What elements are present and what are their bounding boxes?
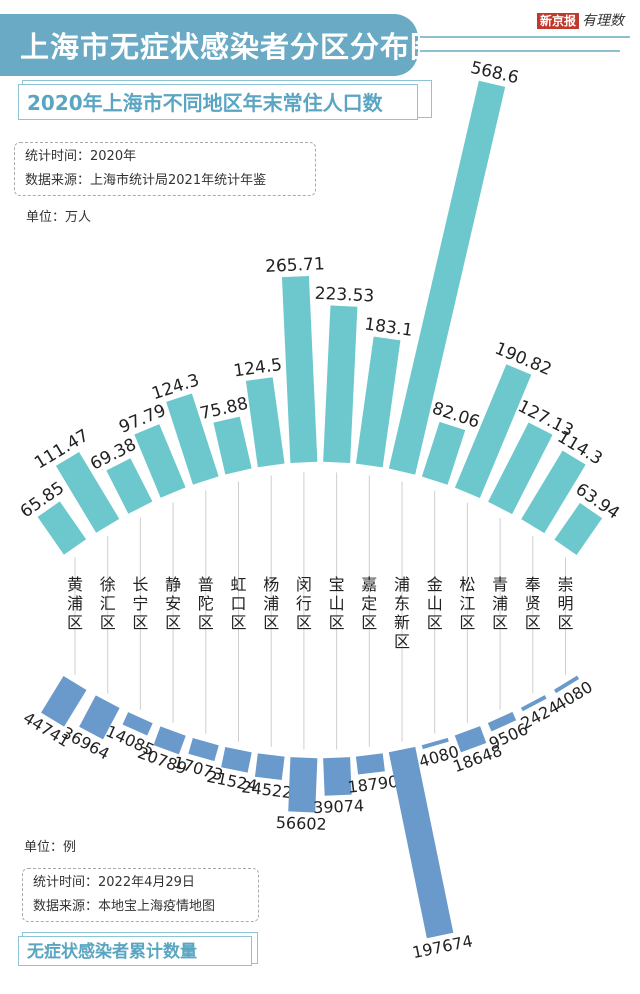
region-label: 嘉定区 — [361, 575, 377, 632]
region-label: 奉贤区 — [525, 575, 541, 632]
brand-name: 新京报 — [537, 13, 580, 29]
cases-bar — [454, 726, 487, 753]
region-label: 金山区 — [427, 575, 443, 632]
population-bar — [454, 364, 532, 498]
population-bar — [37, 501, 87, 555]
population-subtitle: 2020年上海市不同地区年末常住人口数 — [18, 84, 418, 120]
cases-bar — [520, 695, 547, 712]
population-bar — [166, 393, 219, 485]
population-bar — [388, 80, 506, 475]
population-value-label: 124.5 — [232, 355, 283, 381]
population-unit: 单位：万人 — [26, 210, 92, 225]
page-title: 上海市无症状感染者分区分布图 — [20, 30, 441, 64]
cases-value-label: 18790 — [346, 772, 399, 797]
cases-bar — [388, 746, 454, 939]
cases-note: 统计时间：2022年4月29日 数据来源：本地宝上海疫情地图 — [22, 868, 259, 922]
population-bar — [488, 422, 553, 515]
title-banner — [0, 14, 418, 76]
population-bar — [281, 275, 318, 463]
region-label: 杨浦区 — [263, 575, 279, 632]
population-value-label: 265.71 — [265, 254, 325, 277]
cases-bar — [355, 753, 385, 775]
cases-bar — [421, 737, 449, 750]
cases-value-label: 24522 — [241, 777, 294, 802]
cases-stat-time: 统计时间：2022年4月29日 — [33, 875, 195, 890]
brand-logo: 新京报 有理数 — [537, 10, 624, 30]
cases-bar — [41, 675, 87, 727]
population-bar — [55, 451, 120, 533]
cases-value-label: 197674 — [411, 931, 475, 962]
population-value-label: 223.53 — [314, 284, 374, 307]
population-bar — [213, 416, 252, 475]
region-label: 普陀区 — [198, 575, 214, 632]
population-note: 统计时间：2020年 数据来源：上海市统计局2021年统计年鉴 — [14, 142, 316, 196]
population-bar — [355, 336, 401, 468]
region-label: 青浦区 — [492, 575, 508, 632]
cases-bar — [221, 747, 252, 773]
region-label: 徐汇区 — [100, 575, 116, 632]
region-label: 崇明区 — [557, 575, 573, 632]
cases-bar — [323, 757, 352, 796]
cases-bar — [122, 712, 153, 736]
population-bar — [521, 450, 586, 534]
cases-value-label: 56602 — [275, 813, 327, 834]
cases-bar — [153, 726, 186, 755]
brand-column: 有理数 — [582, 13, 625, 29]
decor-line — [420, 50, 620, 52]
region-label: 黄浦区 — [67, 575, 83, 632]
population-bar — [554, 502, 603, 556]
region-label: 静安区 — [165, 575, 181, 632]
region-label: 松江区 — [459, 575, 475, 632]
population-bar — [323, 305, 358, 464]
cases-subtitle: 无症状感染者累计数量 — [18, 936, 252, 966]
cases-bar — [254, 753, 285, 781]
region-label: 浦东新区 — [394, 575, 410, 651]
population-bar — [134, 424, 186, 498]
region-label: 长宁区 — [132, 575, 148, 632]
population-value-label: 568.6 — [469, 58, 521, 88]
population-source: 数据来源：上海市统计局2021年统计年鉴 — [25, 173, 267, 188]
population-value-label: 75.88 — [198, 394, 250, 424]
population-bar — [106, 458, 153, 514]
cases-value-label: 39074 — [313, 796, 365, 817]
cases-source: 数据来源：本地宝上海疫情地图 — [33, 899, 216, 914]
cases-bar — [79, 695, 120, 740]
region-label: 闵行区 — [296, 575, 312, 632]
cases-unit: 单位：例 — [24, 840, 77, 855]
region-label: 宝山区 — [329, 575, 345, 632]
cases-bar — [288, 757, 318, 813]
cases-bar — [553, 675, 580, 694]
region-label: 虹口区 — [230, 575, 246, 632]
population-value-label: 183.1 — [363, 314, 414, 341]
population-bar — [245, 377, 285, 468]
cases-bar — [487, 711, 517, 732]
population-stat-time: 统计时间：2020年 — [25, 149, 137, 164]
decor-line — [420, 36, 630, 38]
cases-value-label: 4080 — [551, 677, 596, 714]
cases-bar — [188, 737, 219, 762]
population-bar — [421, 421, 466, 485]
